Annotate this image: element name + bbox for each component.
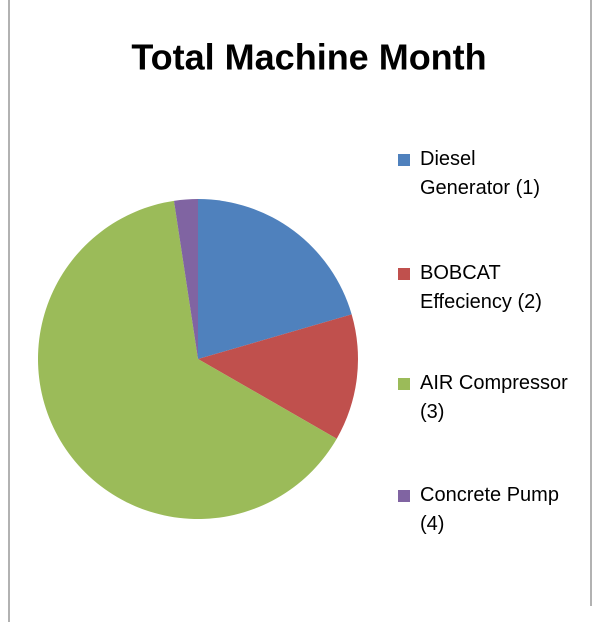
legend-entry: BOBCAT Effeciency (2) <box>398 259 570 317</box>
legend-entry: Concrete Pump (4) <box>398 481 570 539</box>
legend-swatch <box>398 154 410 166</box>
legend-label: Concrete Pump (4) <box>420 484 559 535</box>
chart-title: Total Machine Month <box>131 37 486 78</box>
pie-slice <box>198 199 352 359</box>
legend-swatch <box>398 378 410 390</box>
legend-label: Diesel Generator (1) <box>420 148 541 199</box>
legend-swatch <box>398 268 410 280</box>
legend-entry: AIR Compressor (3) <box>398 369 570 427</box>
legend-label: AIR Compressor (3) <box>420 372 568 423</box>
legend-entry: Diesel Generator (1) <box>398 145 570 203</box>
pie-slice <box>38 200 337 519</box>
frame <box>8 0 592 622</box>
pie-slice <box>173 199 198 359</box>
pie-slice <box>198 314 359 439</box>
legend-swatch <box>398 490 410 502</box>
legend-label: BOBCAT Effeciency (2) <box>420 262 542 313</box>
